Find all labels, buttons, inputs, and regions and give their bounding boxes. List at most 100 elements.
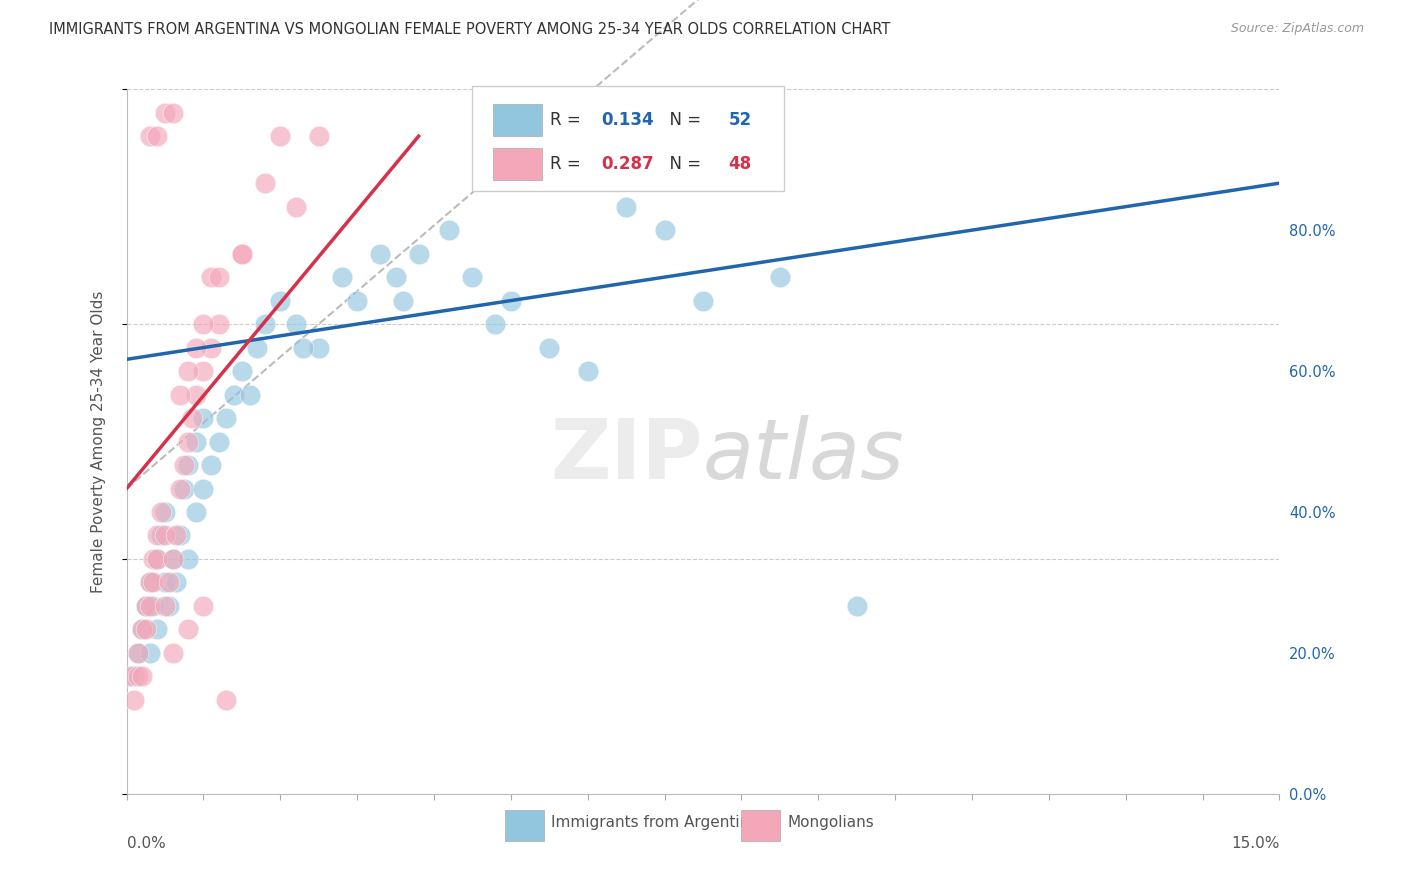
Point — [499, 293, 522, 308]
Point — [177, 458, 200, 472]
Point — [138, 646, 160, 660]
Point — [177, 364, 200, 378]
Point — [173, 482, 195, 496]
Point — [177, 623, 200, 637]
Text: N =: N = — [659, 155, 707, 173]
Point — [146, 129, 169, 144]
Point — [142, 552, 165, 566]
Point — [146, 552, 169, 566]
Text: 0.134: 0.134 — [602, 112, 654, 129]
Text: Mongolians: Mongolians — [787, 814, 875, 830]
Point — [135, 599, 157, 613]
Point — [138, 575, 160, 590]
Point — [180, 411, 202, 425]
Point — [127, 646, 149, 660]
Point — [269, 293, 291, 308]
Point — [200, 458, 222, 472]
Point — [193, 317, 215, 331]
Point — [308, 341, 330, 355]
Point — [157, 599, 180, 613]
Point — [215, 411, 238, 425]
Point — [146, 623, 169, 637]
Point — [184, 434, 207, 449]
Point — [208, 317, 231, 331]
Y-axis label: Female Poverty Among 25-34 Year Olds: Female Poverty Among 25-34 Year Olds — [91, 291, 105, 592]
Point — [177, 434, 200, 449]
Point — [346, 293, 368, 308]
Point — [769, 270, 792, 285]
Point — [292, 341, 315, 355]
Point — [330, 270, 353, 285]
FancyBboxPatch shape — [494, 104, 541, 136]
Text: R =: R = — [550, 155, 586, 173]
Point — [127, 646, 149, 660]
Text: N =: N = — [659, 112, 707, 129]
Point — [150, 528, 173, 542]
Text: 15.0%: 15.0% — [1232, 836, 1279, 851]
Point — [269, 129, 291, 144]
Point — [692, 293, 714, 308]
Point — [146, 528, 169, 542]
Text: Source: ZipAtlas.com: Source: ZipAtlas.com — [1230, 22, 1364, 36]
Point — [169, 528, 191, 542]
Point — [284, 200, 307, 214]
Text: 52: 52 — [728, 112, 751, 129]
Point — [193, 599, 215, 613]
Point — [246, 341, 269, 355]
Point — [308, 129, 330, 144]
Point — [142, 575, 165, 590]
Point — [169, 482, 191, 496]
Point — [127, 669, 149, 683]
Point — [368, 246, 391, 260]
Point — [138, 599, 160, 613]
Point — [166, 528, 188, 542]
Text: atlas: atlas — [703, 415, 904, 496]
Point — [162, 105, 184, 120]
FancyBboxPatch shape — [472, 86, 783, 192]
Point — [284, 317, 307, 331]
Point — [120, 669, 142, 683]
Point — [253, 176, 276, 190]
Point — [200, 270, 222, 285]
Point — [238, 387, 260, 401]
Point — [157, 575, 180, 590]
Point — [173, 458, 195, 472]
FancyBboxPatch shape — [741, 810, 780, 841]
Point — [231, 246, 253, 260]
Point — [224, 387, 246, 401]
Point — [177, 552, 200, 566]
Point — [131, 669, 153, 683]
Point — [135, 623, 157, 637]
Point — [439, 223, 461, 237]
Point — [215, 693, 238, 707]
Point — [208, 434, 231, 449]
Point — [654, 223, 676, 237]
Point — [153, 105, 176, 120]
Point — [153, 528, 176, 542]
Point — [166, 575, 188, 590]
Point — [142, 599, 165, 613]
Point — [184, 341, 207, 355]
Point — [169, 387, 191, 401]
Point — [253, 317, 276, 331]
Point — [150, 505, 173, 519]
Point — [162, 552, 184, 566]
Point — [153, 505, 176, 519]
Point — [184, 387, 207, 401]
Text: 0.287: 0.287 — [602, 155, 654, 173]
Point — [138, 575, 160, 590]
Point — [131, 623, 153, 637]
Point — [614, 200, 637, 214]
Point — [122, 669, 145, 683]
Point — [122, 693, 145, 707]
FancyBboxPatch shape — [505, 810, 544, 841]
Point — [408, 246, 430, 260]
Point — [576, 364, 599, 378]
Text: Immigrants from Argentina: Immigrants from Argentina — [551, 814, 758, 830]
Point — [231, 364, 253, 378]
Text: IMMIGRANTS FROM ARGENTINA VS MONGOLIAN FEMALE POVERTY AMONG 25-34 YEAR OLDS CORR: IMMIGRANTS FROM ARGENTINA VS MONGOLIAN F… — [49, 22, 890, 37]
Point — [461, 270, 484, 285]
Point — [845, 599, 868, 613]
Point — [208, 270, 231, 285]
Text: 48: 48 — [728, 155, 751, 173]
